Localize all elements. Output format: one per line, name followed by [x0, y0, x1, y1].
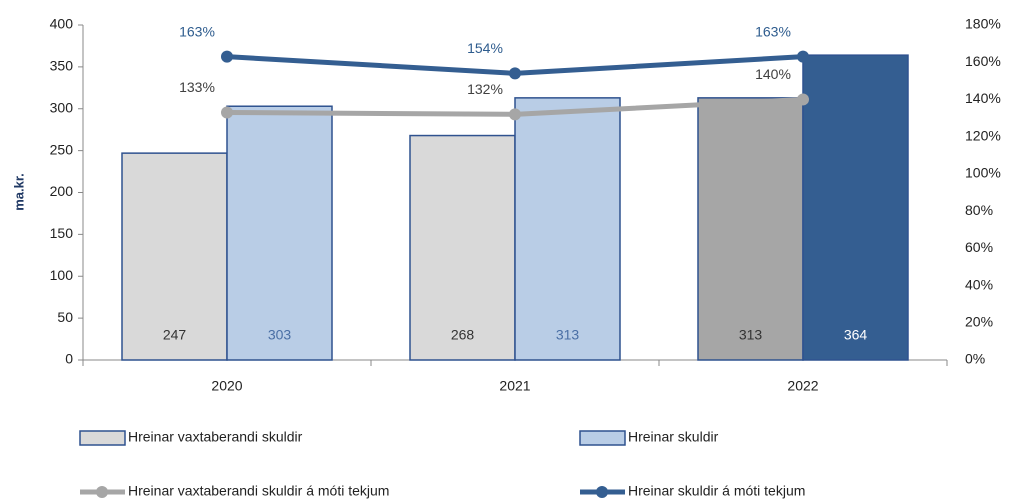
- x-tick-label: 2021: [499, 378, 530, 394]
- line-value-label: 163%: [179, 23, 215, 39]
- y2-tick-label: 20%: [965, 313, 993, 329]
- y-tick-label: 200: [50, 183, 74, 199]
- line-marker: [509, 67, 521, 80]
- y2-tick-label: 80%: [965, 202, 993, 218]
- line-value-label: 133%: [179, 79, 215, 95]
- y-tick-label: 400: [50, 16, 74, 32]
- y-tick-label: 100: [50, 267, 74, 283]
- line-value-label: 132%: [467, 81, 503, 97]
- bar-value-label: 313: [739, 327, 763, 343]
- bar: [697, 97, 804, 361]
- bar: [226, 105, 333, 361]
- line-value-label: 163%: [755, 23, 791, 39]
- line-value-label: 140%: [755, 66, 791, 82]
- line-marker: [509, 108, 521, 121]
- bar-value-label: 247: [163, 327, 187, 343]
- y2-tick-label: 60%: [965, 239, 993, 255]
- y2-tick-label: 0%: [965, 351, 985, 367]
- y-tick-label: 300: [50, 99, 74, 115]
- legend-swatch: [79, 430, 126, 446]
- legend-label: Hreinar vaxtaberandi skuldir: [128, 429, 303, 445]
- bar: [514, 97, 621, 361]
- line-marker: [221, 106, 233, 119]
- bar-value-label: 268: [451, 327, 475, 343]
- y-axis-label: ma.kr.: [11, 173, 26, 211]
- x-tick-label: 2020: [211, 378, 242, 394]
- y-tick-label: 50: [57, 309, 73, 325]
- line-marker: [221, 50, 233, 63]
- legend-marker: [96, 486, 108, 498]
- bar: [121, 152, 228, 361]
- y2-tick-label: 180%: [965, 16, 1001, 32]
- bar: [802, 54, 909, 361]
- y2-tick-label: 120%: [965, 127, 1001, 143]
- y-tick-label: 250: [50, 141, 74, 157]
- y2-tick-label: 40%: [965, 276, 993, 292]
- legend-swatch: [579, 430, 626, 446]
- y-tick-label: 0: [65, 351, 73, 367]
- bar-value-label: 303: [268, 327, 292, 343]
- y2-tick-label: 100%: [965, 165, 1001, 181]
- line-value-label: 154%: [467, 40, 503, 56]
- legend-marker: [596, 486, 608, 498]
- y2-tick-label: 140%: [965, 90, 1001, 106]
- legend-label: Hreinar skuldir á móti tekjum: [628, 483, 805, 499]
- line-marker: [797, 93, 809, 106]
- y-tick-label: 350: [50, 58, 74, 74]
- legend-label: Hreinar vaxtaberandi skuldir á móti tekj…: [128, 483, 389, 499]
- line-marker: [797, 50, 809, 63]
- bar-value-label: 313: [556, 327, 580, 343]
- legend-label: Hreinar skuldir: [628, 429, 719, 445]
- bar-value-label: 364: [844, 327, 868, 343]
- y2-tick-label: 160%: [965, 53, 1001, 69]
- x-tick-label: 2022: [787, 378, 818, 394]
- y-tick-label: 150: [50, 225, 74, 241]
